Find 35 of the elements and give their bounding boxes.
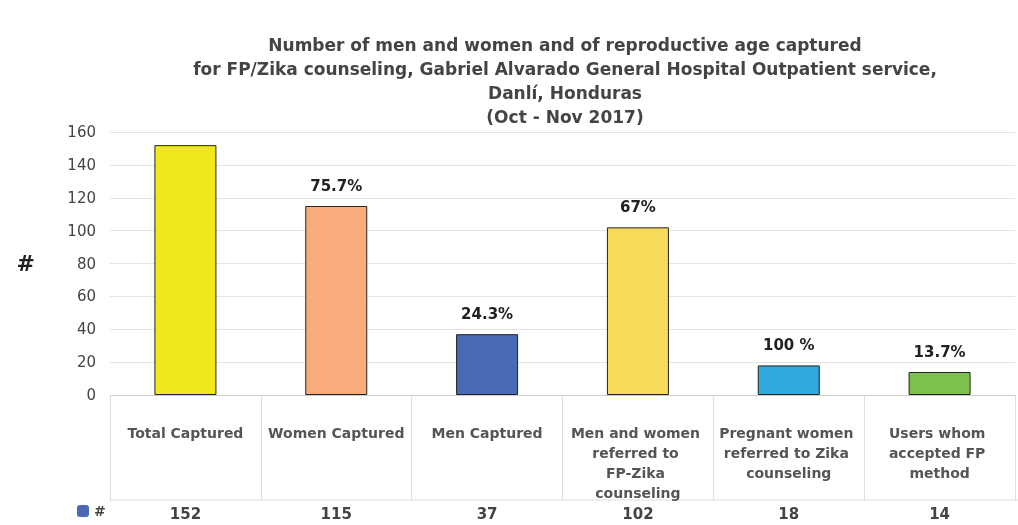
data-label: 14	[929, 505, 951, 523]
annotation: 13.7%	[913, 342, 966, 361]
x-tick-label: Women Captured	[268, 425, 405, 441]
x-tick-label: Men Captured	[431, 425, 543, 441]
y-tick-label: 140	[67, 155, 96, 174]
bar	[606, 227, 669, 395]
data-label: 152	[169, 505, 202, 523]
y-tick-label: 0	[86, 386, 96, 404]
data-label: 37	[476, 505, 498, 523]
x-tick-label: Pregnant women referred to Zika counseling	[719, 425, 859, 481]
y-tick-label: 20	[76, 353, 96, 372]
data-label: 115	[320, 505, 352, 523]
y-tick-label: 100	[67, 221, 96, 240]
x-tick-label: Total Captured	[127, 425, 244, 441]
y-tick-label: 80	[76, 254, 96, 273]
y-tick-label: 160	[67, 123, 96, 141]
bar	[456, 334, 519, 395]
x-tick-label: Men and women referred to FP-Zika counseling	[570, 425, 705, 501]
y-tick-label: 60	[76, 287, 96, 306]
legend-label: #	[94, 503, 106, 519]
annotation: 24.3%	[461, 305, 514, 324]
x-tick-label: Users whom accepted FP method	[888, 425, 991, 481]
y-tick-label: 40	[76, 320, 96, 339]
bar	[305, 205, 368, 395]
y-axis-title: #	[16, 251, 35, 276]
bar	[908, 371, 971, 395]
annotation: 67%	[619, 198, 656, 217]
data-label: 102	[622, 505, 654, 523]
chart-title: Number of men and women and of reproductive age captured for FP/Zika counseling, Gabriel Alvarado General Hospital Outpatient service, Danlí, Honduras (Oct - Nov 2017)	[193, 35, 937, 127]
annotation: 100 %	[762, 336, 815, 355]
bar	[757, 365, 820, 395]
annotation: 75.7%	[310, 176, 363, 195]
bar	[154, 145, 217, 395]
data-label: 18	[778, 505, 800, 523]
y-tick-label: 120	[67, 188, 96, 207]
